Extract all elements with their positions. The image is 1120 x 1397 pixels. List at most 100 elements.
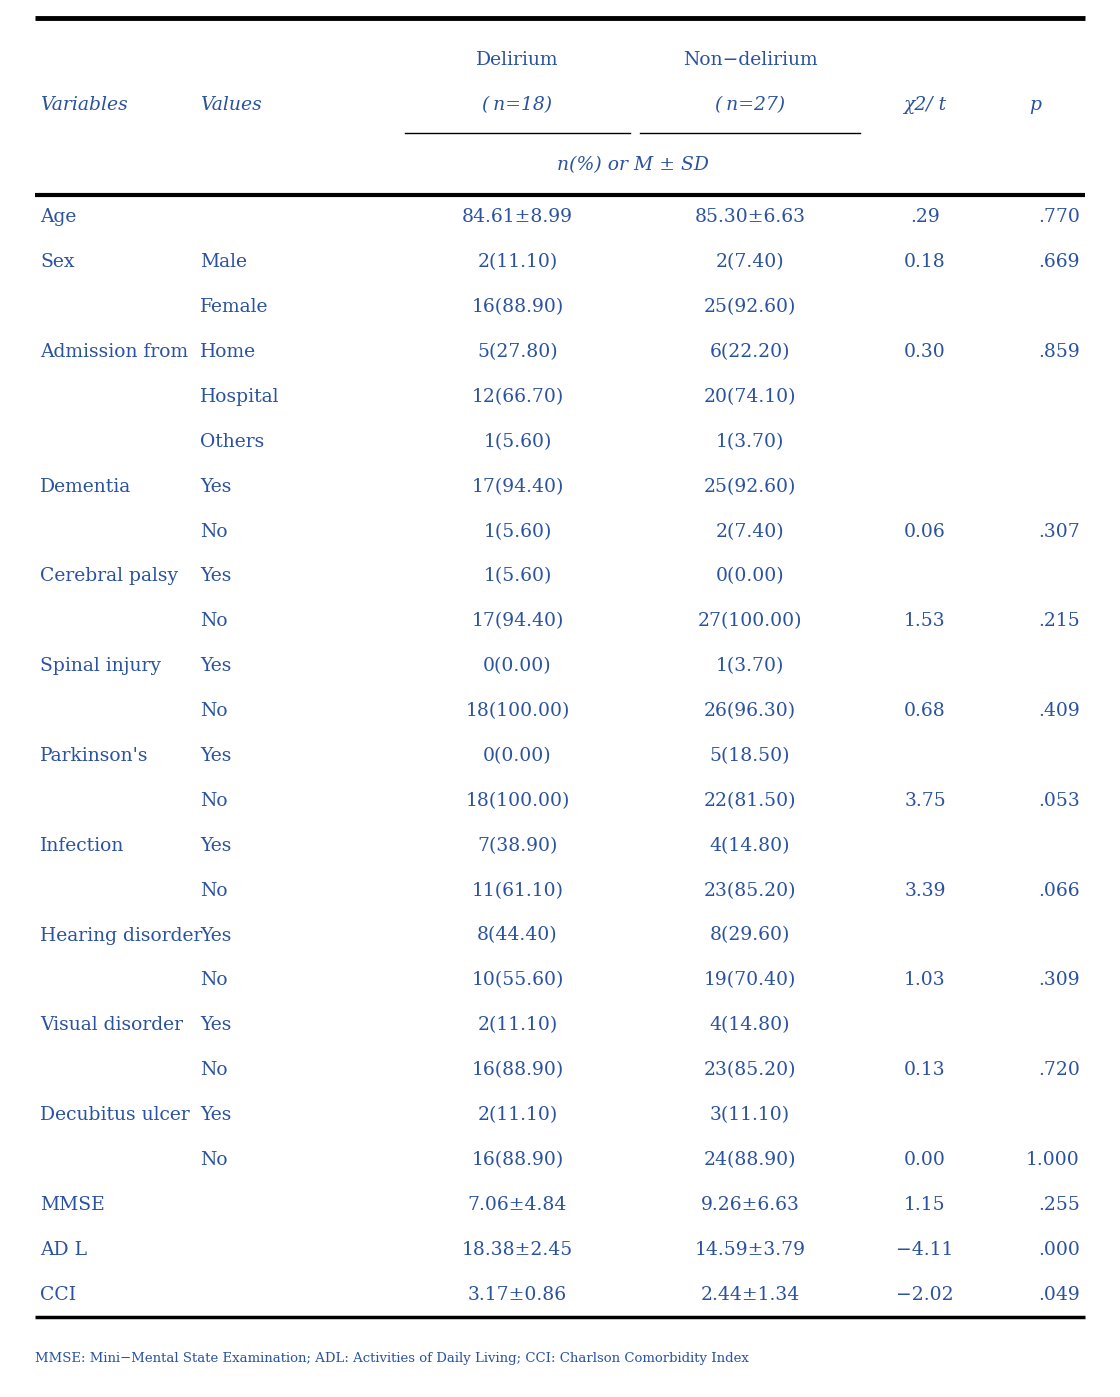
Text: 1.15: 1.15	[904, 1196, 945, 1214]
Text: 16(88.90): 16(88.90)	[472, 298, 563, 316]
Text: 3.75: 3.75	[904, 792, 946, 810]
Text: 1(5.60): 1(5.60)	[484, 567, 552, 585]
Text: 24(88.90): 24(88.90)	[703, 1151, 796, 1169]
Text: AD L: AD L	[40, 1241, 87, 1259]
Text: .215: .215	[1038, 612, 1080, 630]
Text: 4(14.80): 4(14.80)	[710, 837, 791, 855]
Text: .049: .049	[1038, 1285, 1080, 1303]
Text: No: No	[200, 792, 227, 810]
Text: .29: .29	[911, 208, 940, 226]
Text: Values: Values	[200, 96, 262, 115]
Text: 2(11.10): 2(11.10)	[477, 1016, 558, 1034]
Text: −2.02: −2.02	[896, 1285, 954, 1303]
Text: 0(0.00): 0(0.00)	[716, 567, 784, 585]
Text: 7(38.90): 7(38.90)	[477, 837, 558, 855]
Text: .859: .859	[1038, 344, 1080, 360]
Text: 25(92.60): 25(92.60)	[703, 478, 796, 496]
Text: 8(29.60): 8(29.60)	[710, 926, 791, 944]
Text: Variables: Variables	[40, 96, 128, 115]
Text: Yes: Yes	[200, 657, 232, 675]
Text: Parkinson's: Parkinson's	[40, 747, 149, 766]
Text: Female: Female	[200, 298, 269, 316]
Text: 1(3.70): 1(3.70)	[716, 433, 784, 451]
Text: p: p	[1029, 96, 1040, 115]
Text: 6(22.20): 6(22.20)	[710, 344, 791, 360]
Text: 12(66.70): 12(66.70)	[472, 388, 563, 407]
Text: No: No	[200, 703, 227, 719]
Text: Yes: Yes	[200, 747, 232, 766]
Text: ( n=18): ( n=18)	[483, 96, 552, 115]
Text: 0(0.00): 0(0.00)	[483, 747, 552, 766]
Text: 17(94.40): 17(94.40)	[472, 478, 563, 496]
Text: .409: .409	[1038, 703, 1080, 719]
Text: .255: .255	[1038, 1196, 1080, 1214]
Text: 11(61.10): 11(61.10)	[472, 882, 563, 900]
Text: .669: .669	[1038, 253, 1080, 271]
Text: Dementia: Dementia	[40, 478, 131, 496]
Text: 8(44.40): 8(44.40)	[477, 926, 558, 944]
Text: 5(18.50): 5(18.50)	[710, 747, 791, 766]
Text: 1(5.60): 1(5.60)	[484, 522, 552, 541]
Text: Sex: Sex	[40, 253, 75, 271]
Text: 19(70.40): 19(70.40)	[703, 971, 796, 989]
Text: Cerebral palsy: Cerebral palsy	[40, 567, 178, 585]
Text: 1(3.70): 1(3.70)	[716, 657, 784, 675]
Text: Delirium: Delirium	[476, 52, 559, 68]
Text: 1.53: 1.53	[904, 612, 945, 630]
Text: χ2/ t: χ2/ t	[904, 96, 946, 115]
Text: Decubitus ulcer: Decubitus ulcer	[40, 1106, 189, 1125]
Text: 1.000: 1.000	[1026, 1151, 1080, 1169]
Text: Home: Home	[200, 344, 256, 360]
Text: Yes: Yes	[200, 837, 232, 855]
Text: 16(88.90): 16(88.90)	[472, 1062, 563, 1078]
Text: 5(27.80): 5(27.80)	[477, 344, 558, 360]
Text: 2(11.10): 2(11.10)	[477, 253, 558, 271]
Text: 0.06: 0.06	[904, 522, 946, 541]
Text: 4(14.80): 4(14.80)	[710, 1016, 791, 1034]
Text: .720: .720	[1038, 1062, 1080, 1078]
Text: No: No	[200, 971, 227, 989]
Text: Yes: Yes	[200, 567, 232, 585]
Text: 0.30: 0.30	[904, 344, 946, 360]
Text: No: No	[200, 882, 227, 900]
Text: Yes: Yes	[200, 1106, 232, 1125]
Text: Yes: Yes	[200, 1016, 232, 1034]
Text: No: No	[200, 1062, 227, 1078]
Text: Yes: Yes	[200, 478, 232, 496]
Text: 27(100.00): 27(100.00)	[698, 612, 802, 630]
Text: 0.68: 0.68	[904, 703, 946, 719]
Text: 17(94.40): 17(94.40)	[472, 612, 563, 630]
Text: 16(88.90): 16(88.90)	[472, 1151, 563, 1169]
Text: .770: .770	[1038, 208, 1080, 226]
Text: MMSE: Mini−Mental State Examination; ADL: Activities of Daily Living; CCI: Charl: MMSE: Mini−Mental State Examination; ADL…	[35, 1352, 749, 1365]
Text: 85.30±6.63: 85.30±6.63	[694, 208, 805, 226]
Text: 3.39: 3.39	[904, 882, 945, 900]
Text: Spinal injury: Spinal injury	[40, 657, 161, 675]
Text: No: No	[200, 1151, 227, 1169]
Text: .066: .066	[1038, 882, 1080, 900]
Text: Yes: Yes	[200, 926, 232, 944]
Text: 0.18: 0.18	[904, 253, 946, 271]
Text: 18.38±2.45: 18.38±2.45	[461, 1241, 573, 1259]
Text: 1(5.60): 1(5.60)	[484, 433, 552, 451]
Text: 2.44±1.34: 2.44±1.34	[700, 1285, 800, 1303]
Text: 25(92.60): 25(92.60)	[703, 298, 796, 316]
Text: 3.17±0.86: 3.17±0.86	[468, 1285, 567, 1303]
Text: 2(11.10): 2(11.10)	[477, 1106, 558, 1125]
Text: 0.13: 0.13	[904, 1062, 945, 1078]
Text: 9.26±6.63: 9.26±6.63	[701, 1196, 800, 1214]
Text: 3(11.10): 3(11.10)	[710, 1106, 790, 1125]
Text: 2(7.40): 2(7.40)	[716, 253, 784, 271]
Text: 23(85.20): 23(85.20)	[703, 1062, 796, 1078]
Text: n(%) or M ± SD: n(%) or M ± SD	[557, 156, 709, 175]
Text: 14.59±3.79: 14.59±3.79	[694, 1241, 805, 1259]
Text: −4.11: −4.11	[896, 1241, 954, 1259]
Text: 18(100.00): 18(100.00)	[465, 703, 570, 719]
Text: 84.61±8.99: 84.61±8.99	[461, 208, 573, 226]
Text: 18(100.00): 18(100.00)	[465, 792, 570, 810]
Text: Age: Age	[40, 208, 76, 226]
Text: 0.00: 0.00	[904, 1151, 946, 1169]
Text: 7.06±4.84: 7.06±4.84	[468, 1196, 567, 1214]
Text: Non−delirium: Non−delirium	[683, 52, 818, 68]
Text: 26(96.30): 26(96.30)	[704, 703, 796, 719]
